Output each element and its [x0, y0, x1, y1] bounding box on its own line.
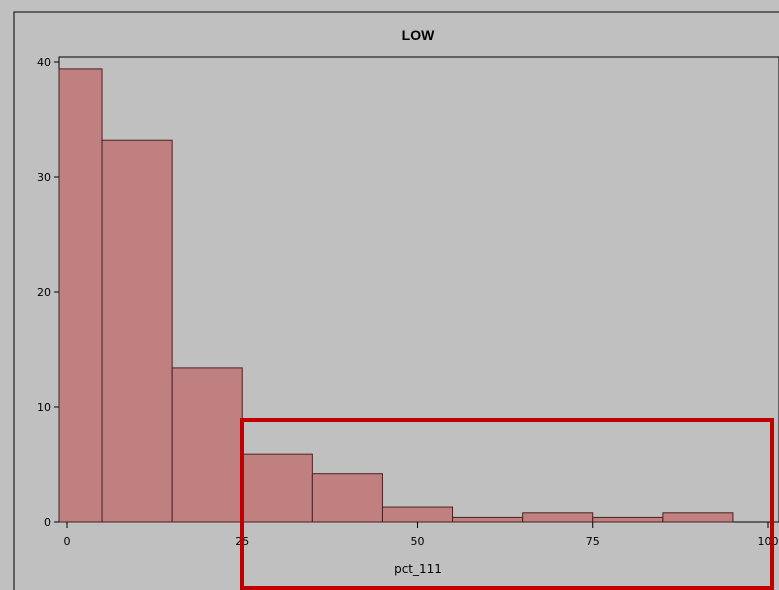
- y-tick-label: 40: [37, 56, 51, 69]
- y-tick-label: 30: [37, 171, 51, 184]
- outer-frame: [13, 11, 779, 590]
- histogram-bar: [452, 516, 524, 523]
- histogram-bar: [241, 453, 313, 523]
- highlight-box: [240, 418, 774, 590]
- x-axis-title: pct_111: [394, 562, 442, 576]
- histogram-bar: [311, 473, 383, 523]
- x-tick-label: 100: [758, 535, 779, 548]
- bars-group: [58, 68, 734, 523]
- histogram-bar: [101, 139, 173, 523]
- x-axis: 0 25 50 75 100: [64, 522, 779, 548]
- y-tick-label: 10: [37, 401, 51, 414]
- y-axis: 0 10 20 30 40: [37, 56, 59, 529]
- chart-title: LOW: [402, 27, 435, 43]
- histogram-bar: [171, 367, 243, 523]
- x-tick-label: 75: [586, 535, 600, 548]
- histogram-bar: [381, 506, 454, 523]
- x-tick-label: 0: [64, 535, 71, 548]
- y-tick-label: 20: [37, 286, 51, 299]
- histogram-bar: [592, 516, 664, 523]
- x-tick-label: 50: [411, 535, 425, 548]
- histogram-bar: [58, 68, 103, 523]
- histogram-bar: [662, 512, 734, 523]
- y-tick-label: 0: [44, 516, 51, 529]
- histogram-bar: [522, 512, 594, 523]
